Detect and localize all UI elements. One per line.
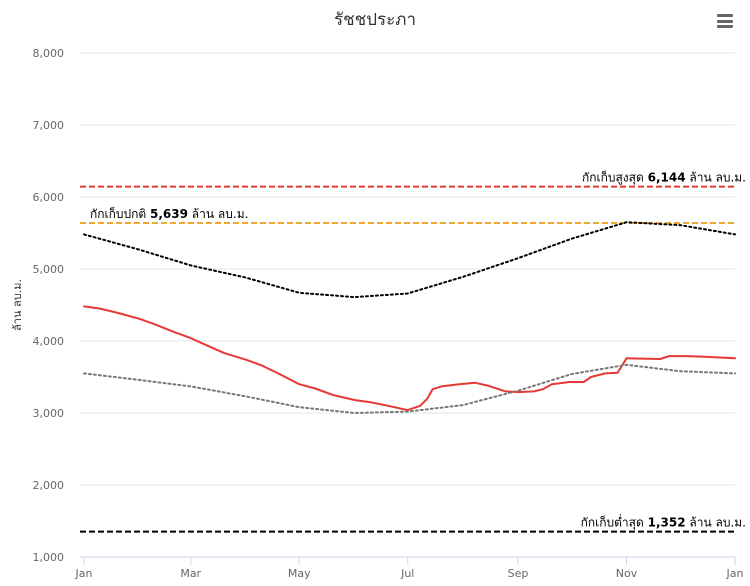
- x-tick-label: Jan: [726, 567, 744, 580]
- y-tick-label: 3,000: [33, 407, 65, 420]
- y-tick-label: 7,000: [33, 119, 65, 132]
- reference-label: กักเก็บสูงสุด 6,144 ล้าน ลบ.ม.: [582, 170, 746, 186]
- grid-lines: [80, 52, 735, 486]
- y-tick-label: 2,000: [33, 479, 65, 492]
- y-axis-title: ล้าน ลบ.ม.: [11, 279, 24, 331]
- x-tick-label: Jul: [400, 567, 414, 580]
- axes: 1,000 2,000 3,000 4,000 5,000 6,000 7,000 8,000…: [11, 47, 744, 580]
- hamburger-menu-icon[interactable]: [715, 12, 735, 30]
- x-tick-label: Nov: [616, 567, 638, 580]
- x-tick-label: Mar: [180, 567, 201, 580]
- y-tick-label: 1,000: [33, 551, 65, 564]
- y-tick-label: 8,000: [33, 47, 65, 60]
- chart-title: รัชชประภา: [333, 10, 416, 30]
- series-line-dotted: [83, 221, 736, 299]
- x-tick-label: Sep: [508, 567, 529, 580]
- reference-label: กักเก็บปกติ 5,639 ล้าน ลบ.ม.: [90, 206, 248, 221]
- y-tick-label: 4,000: [33, 335, 65, 348]
- series-line-current: [83, 305, 736, 412]
- reference-label: กักเก็บต่ำสุด 1,352 ล้าน ลบ.ม.: [581, 514, 746, 531]
- x-tick-label: May: [288, 567, 311, 580]
- x-tick-label: Jan: [75, 567, 93, 580]
- series-line-dotted: [83, 363, 736, 414]
- series-lines: [83, 221, 736, 414]
- y-tick-label: 5,000: [33, 263, 65, 276]
- y-tick-label: 6,000: [33, 191, 65, 204]
